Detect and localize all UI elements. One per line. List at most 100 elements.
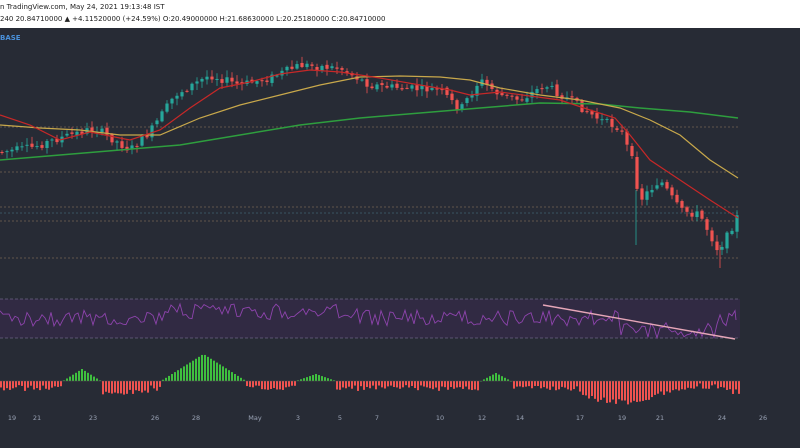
candle-body [200,78,204,82]
histogram-bar [549,381,551,390]
histogram-bar [204,354,206,381]
histogram-bar [132,381,134,394]
histogram-bar [183,366,185,381]
histogram-bar [441,381,443,387]
histogram-bar [366,381,368,387]
histogram-bar [15,381,17,388]
histogram-bar [576,381,578,387]
candle-body [205,76,209,80]
histogram-bar [225,368,227,381]
candle-body [130,145,134,150]
histogram-bar [462,381,464,389]
histogram-bar [378,381,380,386]
candle-body [125,146,129,151]
candle-body [315,66,319,70]
histogram-bar [489,376,491,381]
histogram-bar [234,374,236,381]
histogram-bar [321,376,323,381]
histogram-bar [156,381,158,391]
histogram-bar [285,381,287,388]
histogram-bar [324,377,326,381]
histogram-bar [36,381,38,389]
histogram-bar [573,381,575,390]
histogram-bar [195,358,197,381]
histogram-bar [63,380,65,381]
histogram-bar [438,381,440,391]
candle-body [410,85,414,89]
candle-body [425,86,429,92]
ema-yellow-line [0,75,739,179]
histogram-bar [474,381,476,390]
histogram-bar [540,381,542,389]
histogram-bar [525,381,527,387]
histogram-bar [261,381,263,390]
candle-body [310,64,314,66]
ema-red-line [0,69,739,219]
candle-body [670,187,674,196]
rsi-band [0,299,740,338]
histogram-bar [654,381,656,395]
candle-body [290,66,294,69]
histogram-bar [411,381,413,386]
candle-body [555,84,559,97]
x-tick-label: May [248,414,262,422]
histogram-bar [726,381,728,390]
candle-body [530,91,534,98]
candle-body [265,80,269,82]
candle-body [660,182,664,186]
candle-body [155,120,159,125]
histogram-bar [255,381,257,386]
candle-body [475,85,479,96]
candle-body [395,83,399,88]
histogram-bar [468,381,470,390]
histogram-bar [192,360,194,381]
histogram-bar [339,381,341,390]
histogram-bar [498,374,500,381]
histogram-bar [336,381,338,390]
histogram-bar [276,381,278,390]
candle-body [730,230,734,234]
candle-body [100,128,104,133]
histogram-bar [237,375,239,381]
candle-body [650,189,654,193]
histogram-bar [735,381,737,390]
candle-body [570,96,574,98]
histogram-bar [627,381,629,405]
histogram-bar [162,379,164,381]
histogram-bar [696,381,698,387]
candle-body [455,100,459,111]
x-tick-label: 7 [375,414,379,422]
histogram-bar [495,373,497,381]
histogram-bar [528,381,530,387]
base-label: BASE [0,34,21,42]
histogram-bar [609,381,611,403]
histogram-bar [108,381,110,393]
histogram-bar [96,378,98,381]
histogram-bar [138,381,140,391]
histogram-bar [369,381,371,389]
histogram-bar [585,381,587,396]
histogram-bar [42,381,44,386]
candle-body [210,76,214,80]
candle-body [55,138,59,143]
candle-body [330,66,334,69]
source-line: n TradingView.com, May 24, 2021 19:13:48… [0,3,165,11]
histogram-bar [78,370,80,381]
histogram-bar [546,381,548,389]
candle-body [595,113,599,119]
histogram-bar [150,381,152,386]
histogram-bar [291,381,293,386]
histogram-bar [270,381,272,390]
histogram-bar [615,381,617,404]
histogram-bar [198,356,200,381]
histogram-bar [426,381,428,388]
candle-body [725,232,729,249]
histogram-bar [381,381,383,388]
histogram-bar [303,378,305,381]
histogram-bar [663,381,665,395]
histogram-bar [135,381,137,391]
histogram-bar [114,381,116,393]
candle-body [305,63,309,68]
histogram-bar [507,379,509,381]
